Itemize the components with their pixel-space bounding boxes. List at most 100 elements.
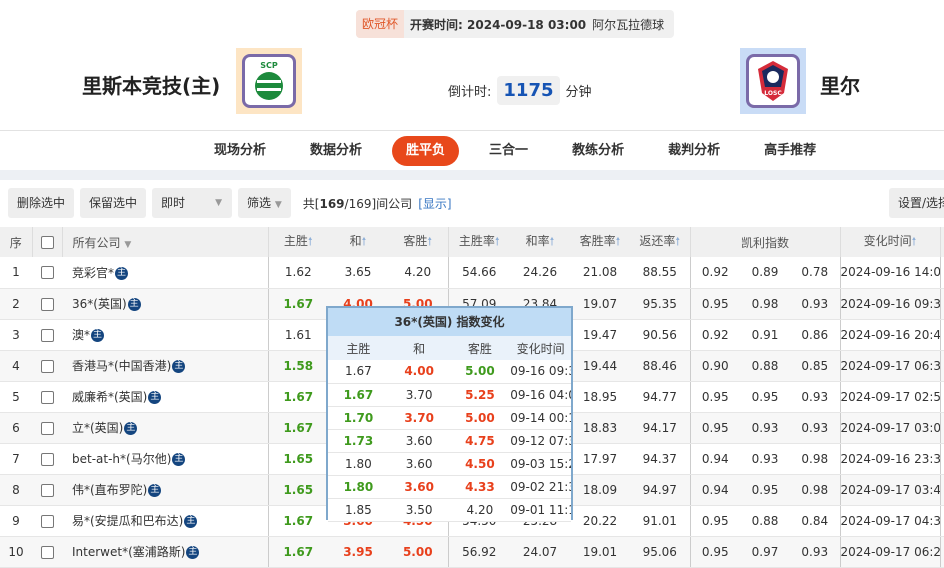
company-name[interactable]: 伟*(直布罗陀): [72, 483, 148, 497]
cell-a: 4.50: [449, 452, 511, 476]
tab-1[interactable]: 数据分析: [310, 143, 363, 158]
col-home[interactable]: 主胜🠕: [268, 227, 328, 257]
cell-ar: 20.22: [570, 505, 630, 537]
col-select-all[interactable]: [32, 227, 63, 257]
mode-select[interactable]: 即时 ▼: [152, 188, 233, 218]
col-company[interactable]: 所有公司 ▼: [62, 227, 269, 257]
row-checkbox-cell[interactable]: [32, 412, 62, 444]
tab-0[interactable]: 现场分析: [214, 143, 267, 158]
company-name[interactable]: 威廉希*(英国): [72, 390, 148, 404]
countdown-value: 1175: [497, 76, 560, 105]
row-checkbox[interactable]: [40, 266, 54, 280]
cell-i: 4: [0, 350, 32, 382]
row-checkbox[interactable]: [40, 390, 54, 404]
home-team-logo[interactable]: SCP: [236, 48, 302, 114]
row-checkbox[interactable]: [40, 421, 54, 435]
delete-selected-button[interactable]: 删除选中: [8, 188, 75, 218]
cell-k2: 0.98: [740, 288, 790, 320]
row-checkbox[interactable]: [40, 545, 54, 559]
row-checkbox-cell[interactable]: [32, 319, 62, 351]
cell-k2: 0.89: [740, 257, 790, 289]
cell-k2: 0.97: [740, 536, 790, 568]
row-checkbox-cell[interactable]: [32, 443, 62, 475]
cell-i: 8: [0, 474, 32, 506]
cell-k1: 0.92: [690, 257, 740, 289]
cell-k3: 0.98: [790, 474, 841, 506]
cell-hr: 56.92: [448, 536, 510, 568]
show-link[interactable]: [显示]: [418, 196, 452, 211]
company-name[interactable]: 立*(英国): [72, 421, 124, 435]
away-team-name[interactable]: 里尔: [820, 74, 860, 98]
row-checkbox[interactable]: [40, 452, 54, 466]
away-team-logo[interactable]: LOSC: [740, 48, 806, 114]
col-return-rate[interactable]: 返还率🠕: [630, 227, 691, 257]
company-cell[interactable]: 伟*(直布罗陀) 主: [62, 474, 269, 506]
cell-t: 2024-09-17 02:57: [840, 381, 941, 413]
keep-selected-button[interactable]: 保留选中: [80, 188, 147, 218]
row-checkbox[interactable]: [40, 483, 54, 497]
cell-ret: 95.35: [630, 288, 691, 320]
row-checkbox[interactable]: [40, 359, 54, 373]
tab-3[interactable]: 三合一: [489, 143, 529, 158]
row-checkbox-cell[interactable]: [32, 536, 62, 568]
cell-d: 3.60: [388, 452, 450, 476]
table-row[interactable]: 10 Interwet*(塞浦路斯) 主 1.67 3.95 5.00 56.92 24.07…: [0, 536, 944, 568]
col-draw[interactable]: 和🠕: [328, 227, 388, 257]
settings-button[interactable]: 设置/选择: [889, 188, 944, 218]
company-cell[interactable]: 易*(安提瓜和巴布达) 主: [62, 505, 269, 537]
company-name[interactable]: bet-at-h*(马尔他): [72, 452, 172, 466]
table-row[interactable]: 1 竞彩官* 主 1.62 3.65 4.20 54.66 24.26 21.08 88.55 0.…: [0, 257, 944, 289]
company-cell[interactable]: 竞彩官* 主: [62, 257, 269, 289]
cell-k1: 0.95: [690, 505, 740, 537]
select-all-checkbox[interactable]: [40, 236, 54, 249]
row-checkbox[interactable]: [40, 514, 54, 528]
col-home-rate[interactable]: 主胜率🠕: [448, 227, 510, 257]
company-name[interactable]: 澳*: [72, 328, 91, 342]
league-badge[interactable]: 欧冠杯: [356, 10, 405, 38]
caret-down-icon: ▼: [124, 239, 132, 250]
company-cell[interactable]: 威廉希*(英国) 主: [62, 381, 269, 413]
company-cell[interactable]: 香港马*(中国香港) 主: [62, 350, 269, 382]
caret-down-icon: ▼: [215, 198, 223, 208]
company-name[interactable]: 香港马*(中国香港): [72, 359, 172, 373]
company-cell[interactable]: bet-at-h*(马尔他) 主: [62, 443, 269, 475]
cell-k1: 0.94: [690, 474, 740, 506]
col-away[interactable]: 客胜🠕: [388, 227, 449, 257]
company-name[interactable]: 竞彩官*: [72, 265, 115, 280]
row-checkbox-cell[interactable]: [32, 505, 62, 537]
match-info: 欧冠杯 开赛时间: 2024-09-18 03:00 阿尔瓦拉德球: [356, 10, 675, 38]
main-badge-icon: 主: [172, 453, 186, 466]
home-team-name[interactable]: 里斯本竞技(主): [82, 74, 221, 98]
col-change-time[interactable]: 变化时间🠕: [840, 227, 941, 257]
tab-5[interactable]: 裁判分析: [668, 143, 721, 158]
cell-h: 1.73: [328, 429, 389, 453]
cell-k2: 0.88: [740, 350, 790, 382]
tab-4[interactable]: 教练分析: [572, 143, 625, 158]
company-cell[interactable]: 立*(英国) 主: [62, 412, 269, 444]
company-name[interactable]: 36*(英国): [72, 297, 127, 311]
row-checkbox-cell[interactable]: [32, 350, 62, 382]
cell-t: 2024-09-16 14:09: [840, 257, 941, 289]
filter-dropdown[interactable]: 筛选 ▼: [238, 188, 291, 218]
row-checkbox-cell[interactable]: [32, 381, 62, 413]
tab-2[interactable]: 胜平负: [392, 136, 460, 166]
row-checkbox-cell[interactable]: [32, 257, 62, 289]
row-checkbox-cell[interactable]: [32, 288, 62, 320]
cell-ret: 95.06: [630, 536, 691, 568]
toolbar: 删除选中 保留选中 即时 ▼ 筛选 ▼ 共[169/169]间公司 [显示]: [8, 188, 452, 218]
company-name[interactable]: 易*(安提瓜和巴布达): [72, 514, 184, 528]
row-checkbox[interactable]: [40, 297, 54, 311]
row-checkbox-cell[interactable]: [32, 474, 62, 506]
main-badge-icon: 主: [127, 298, 141, 311]
analysis-tabs: 现场分析 数据分析 胜平负 三合一 教练分析 裁判分析 高手推荐: [200, 136, 846, 166]
tab-6[interactable]: 高手推荐: [764, 143, 817, 158]
company-cell[interactable]: Interwet*(塞浦路斯) 主: [62, 536, 269, 568]
row-checkbox[interactable]: [40, 328, 54, 342]
cell-ret: 88.46: [630, 350, 691, 382]
sort-up-icon: 🠕: [911, 235, 917, 248]
company-name[interactable]: Interwet*(塞浦路斯): [72, 545, 186, 559]
company-cell[interactable]: 36*(英国) 主: [62, 288, 269, 320]
company-cell[interactable]: 澳* 主: [62, 319, 269, 351]
col-away-rate[interactable]: 客胜率🠕: [570, 227, 630, 257]
col-draw-rate[interactable]: 和率🠕: [510, 227, 570, 257]
